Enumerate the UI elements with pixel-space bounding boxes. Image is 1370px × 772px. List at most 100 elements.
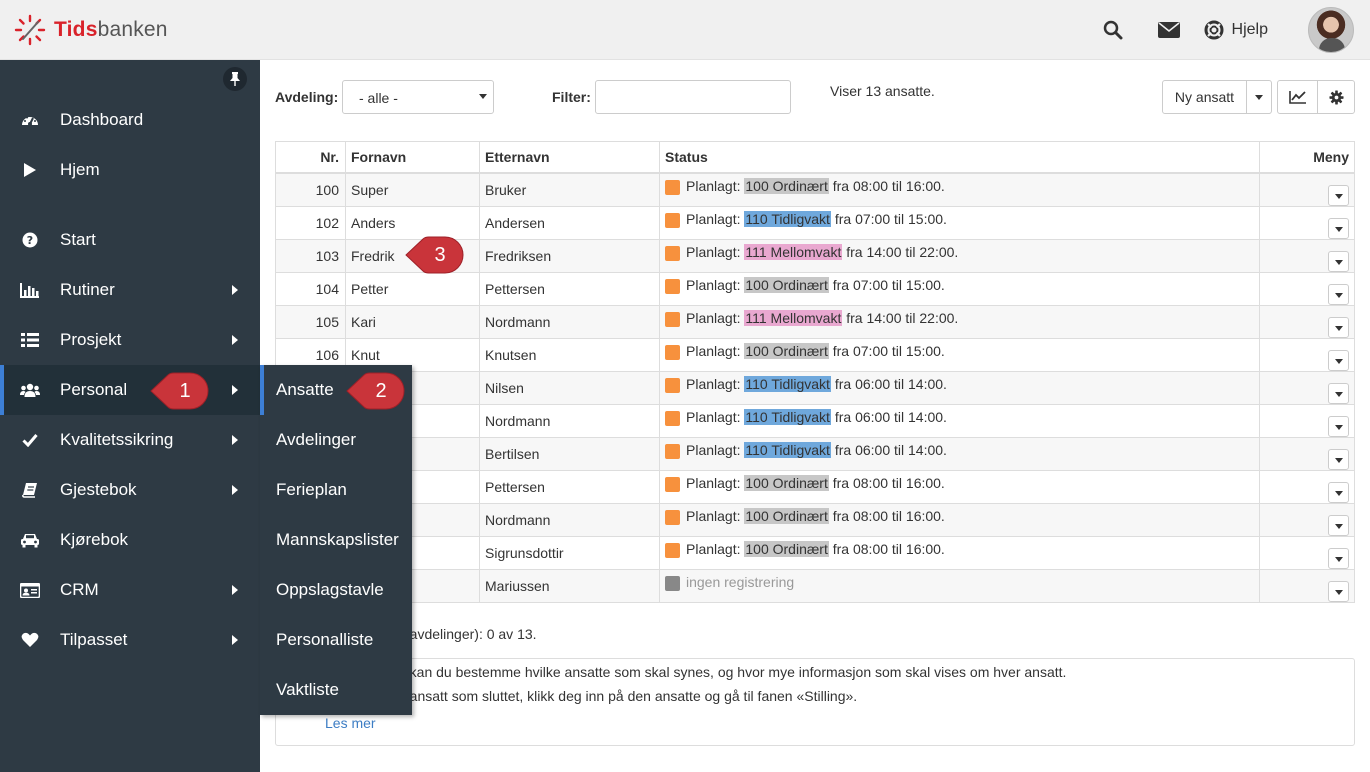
row-menu-dropdown[interactable]: [1328, 217, 1349, 239]
chevron-right-icon: [232, 285, 238, 295]
row-menu-dropdown[interactable]: [1328, 514, 1349, 536]
row-menu-dropdown[interactable]: [1328, 184, 1349, 206]
new-employee-dropdown-button[interactable]: [1246, 80, 1272, 114]
department-select[interactable]: - alle -: [342, 80, 494, 114]
cell-menu: [1260, 306, 1354, 338]
chevron-right-icon: [232, 485, 238, 495]
callout-marker-3: 3: [405, 236, 465, 274]
submenu-item-ansatte[interactable]: Ansatte: [260, 365, 412, 415]
cell-menu: [1260, 240, 1354, 272]
help-label: Hjelp: [1231, 21, 1268, 38]
column-header-menu: Meny: [1313, 149, 1349, 165]
status-prefix: Planlagt:: [686, 541, 741, 557]
sidebar-item-hjem[interactable]: Hjem: [0, 145, 260, 195]
column-header-nr[interactable]: Nr.: [276, 142, 346, 172]
table-row[interactable]: 104 Petter Pettersen Planlagt: 100 Ordinært…: [276, 273, 1354, 306]
pin-icon[interactable]: [223, 67, 247, 91]
logo[interactable]: Tidsbanken: [14, 14, 168, 46]
sidebar-item-prosjekt[interactable]: Prosjekt: [0, 315, 260, 365]
row-menu-dropdown[interactable]: [1328, 481, 1349, 503]
status-prefix: Planlagt:: [686, 343, 741, 359]
sidebar-item-personal[interactable]: Personal: [0, 365, 260, 415]
status-prefix: Planlagt:: [686, 244, 741, 260]
table-row[interactable]: 106 Knut Knutsen Planlagt: 100 Ordinært fra…: [276, 339, 1354, 372]
table-row[interactable]: 100 Super Bruker Planlagt: 100 Ordinært fra…: [276, 174, 1354, 207]
submenu-item-oppslagstavle[interactable]: Oppslagstavle: [276, 580, 384, 599]
table-row[interactable]: Pettersen Planlagt: 100 Ordinært fra 08:0…: [276, 471, 1354, 504]
cell-nr: 106: [276, 339, 346, 371]
column-header-status[interactable]: Status: [660, 142, 1260, 172]
row-menu-dropdown[interactable]: [1328, 316, 1349, 338]
search-icon[interactable]: [1100, 17, 1126, 43]
status-text: Planlagt: 110 Tidligvakt fra 06:00 til 1…: [686, 442, 947, 458]
user-avatar[interactable]: [1308, 7, 1354, 53]
cell-last-name: Pettersen: [480, 273, 660, 305]
svg-text:?: ?: [27, 234, 33, 247]
sidebar-item-gjestebok[interactable]: Gjestebok: [0, 465, 260, 515]
row-menu-dropdown[interactable]: [1328, 349, 1349, 371]
table-row[interactable]: Nordmann Planlagt: 110 Tidligvakt fra 06:…: [276, 405, 1354, 438]
table-row[interactable]: 105 Kari Nordmann Planlagt: 111 Mellomvakt …: [276, 306, 1354, 339]
cell-menu: [1260, 273, 1354, 305]
sidebar: Dashboard Hjem ? Start Rutiner Prosjekt …: [0, 60, 260, 772]
row-menu-dropdown[interactable]: [1328, 580, 1349, 602]
sidebar-item-tilpasset[interactable]: Tilpasset: [0, 615, 260, 665]
shift-badge: 100 Ordinært: [744, 178, 829, 194]
lifebuoy-icon: [1204, 20, 1224, 40]
statistics-button[interactable]: [1277, 80, 1318, 114]
submenu-item-avdelinger[interactable]: Avdelinger: [276, 430, 357, 449]
row-menu-dropdown[interactable]: [1328, 415, 1349, 437]
cell-first-name: [346, 537, 480, 569]
sidebar-item-kjorebok[interactable]: Kjørebok: [0, 515, 260, 565]
question-circle-icon: ?: [20, 230, 40, 250]
shift-time: fra 07:00 til 15:00.: [832, 277, 945, 293]
table-row[interactable]: Mariussen ingen registrering: [276, 570, 1354, 603]
cell-status: Planlagt: 110 Tidligvakt fra 06:00 til 1…: [660, 438, 1260, 470]
cell-last-name: Mariussen: [480, 570, 660, 602]
row-menu-dropdown[interactable]: [1328, 283, 1349, 305]
row-menu-dropdown[interactable]: [1328, 547, 1349, 569]
status-prefix: Planlagt:: [686, 508, 741, 524]
cell-nr: 102: [276, 207, 346, 239]
sidebar-item-crm[interactable]: CRM: [0, 565, 260, 615]
shift-time: fra 08:00 til 16:00.: [832, 475, 945, 491]
envelope-icon[interactable]: [1156, 17, 1182, 43]
new-employee-button[interactable]: Ny ansatt: [1162, 80, 1247, 114]
caret-down-icon: [479, 94, 487, 99]
read-more-link[interactable]: Les mer: [325, 715, 376, 731]
sidebar-item-rutiner[interactable]: Rutiner: [0, 265, 260, 315]
cell-last-name: Andersen: [480, 207, 660, 239]
submenu-item-vaktliste[interactable]: Vaktliste: [276, 680, 339, 699]
row-menu-dropdown[interactable]: [1328, 382, 1349, 404]
submenu-item-ferieplan[interactable]: Ferieplan: [276, 480, 347, 499]
table-row[interactable]: Sigrunsdottir Planlagt: 100 Ordinært fra …: [276, 537, 1354, 570]
status-prefix: Planlagt:: [686, 442, 741, 458]
table-row[interactable]: 102 Anders Andersen Planlagt: 110 Tidligvak…: [276, 207, 1354, 240]
table-row[interactable]: Nordmann Planlagt: 100 Ordinært fra 08:00…: [276, 504, 1354, 537]
settings-button[interactable]: [1317, 80, 1355, 114]
cell-status: Planlagt: 100 Ordinært fra 08:00 til 16:…: [660, 471, 1260, 503]
row-menu-dropdown[interactable]: [1328, 250, 1349, 272]
sidebar-item-kvalitetssikring[interactable]: Kvalitetssikring: [0, 415, 260, 465]
filter-input[interactable]: [595, 80, 791, 114]
help-link[interactable]: Hjelp: [1204, 20, 1268, 40]
status-text: ingen registrering: [686, 574, 795, 590]
cell-nr: 103: [276, 240, 346, 272]
callout-marker-1: 1: [150, 372, 210, 410]
cell-last-name: Fredriksen: [480, 240, 660, 272]
cell-nr: 105: [276, 306, 346, 338]
submenu-item-mannskapslister[interactable]: Mannskapslister: [276, 530, 399, 549]
chevron-right-icon: [232, 435, 238, 445]
column-header-last-name[interactable]: Etternavn: [480, 142, 660, 172]
cell-first-name: Super: [346, 174, 480, 206]
table-row[interactable]: Bertilsen Planlagt: 110 Tidligvakt fra 06…: [276, 438, 1354, 471]
table-row[interactable]: Nilsen Planlagt: 110 Tidligvakt fra 06:00…: [276, 372, 1354, 405]
top-bar: Tidsbanken Hjelp: [0, 0, 1370, 60]
column-header-first-name[interactable]: Fornavn: [346, 142, 480, 172]
sidebar-item-dashboard[interactable]: Dashboard: [0, 95, 260, 145]
status-prefix: Planlagt:: [686, 310, 741, 326]
sidebar-item-start[interactable]: ? Start: [0, 215, 260, 265]
submenu-item-personalliste[interactable]: Personalliste: [276, 630, 374, 649]
cell-last-name: Pettersen: [480, 471, 660, 503]
row-menu-dropdown[interactable]: [1328, 448, 1349, 470]
